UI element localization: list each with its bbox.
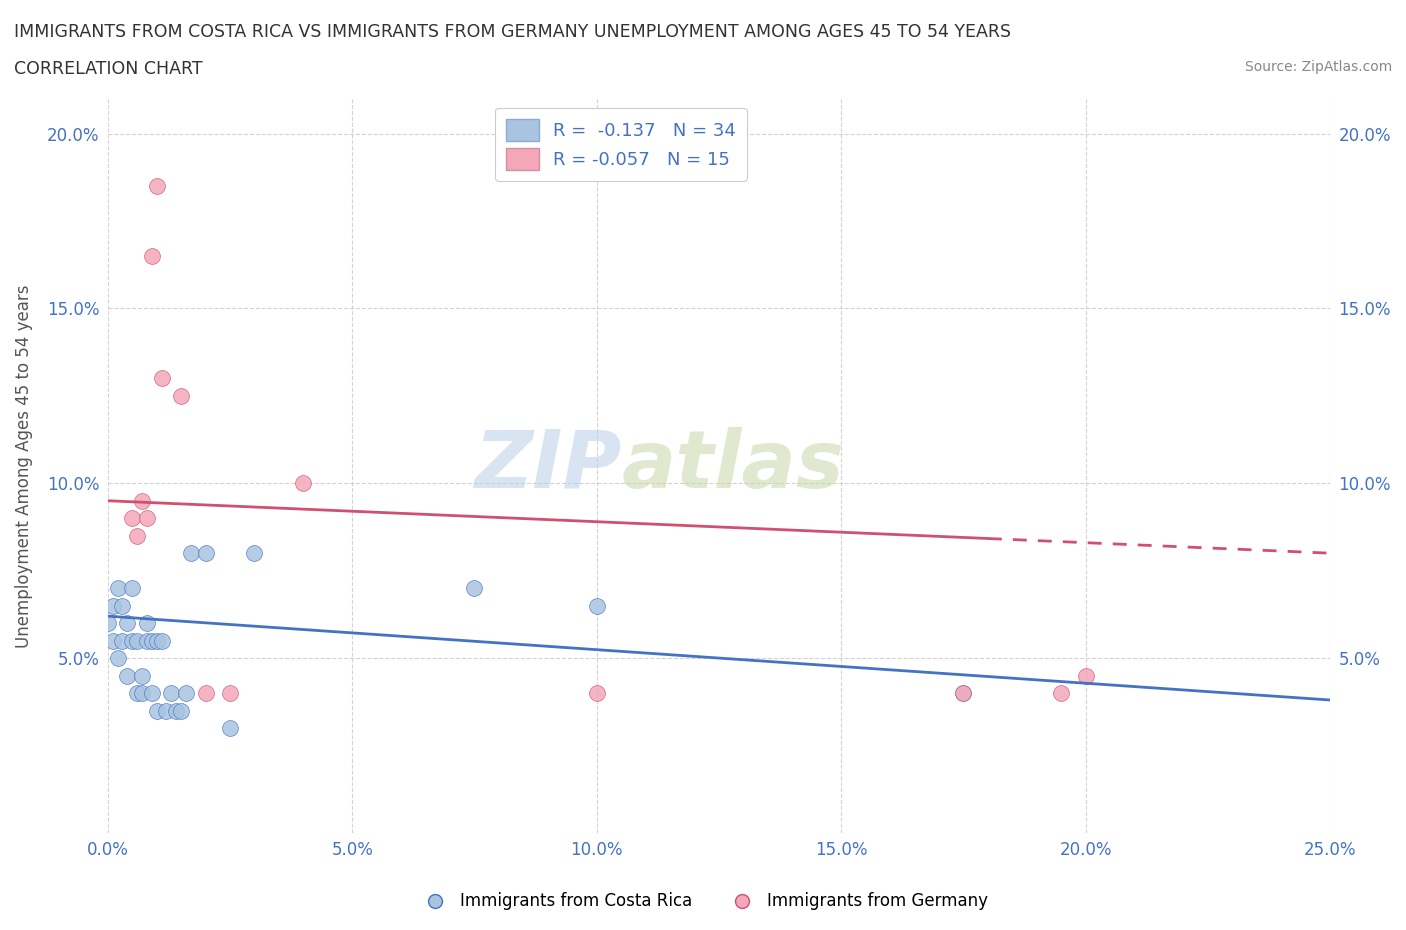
Point bbox=[952, 685, 974, 700]
Point bbox=[463, 580, 485, 595]
Point bbox=[125, 633, 148, 648]
Point bbox=[155, 703, 177, 718]
Point bbox=[292, 476, 315, 491]
Point bbox=[121, 511, 143, 525]
Point bbox=[150, 371, 173, 386]
Point bbox=[117, 668, 139, 683]
Legend: Immigrants from Costa Rica, Immigrants from Germany: Immigrants from Costa Rica, Immigrants f… bbox=[412, 885, 994, 917]
Point bbox=[585, 685, 607, 700]
Point bbox=[585, 598, 607, 613]
Point bbox=[160, 685, 183, 700]
Point bbox=[180, 546, 202, 561]
Point bbox=[165, 703, 187, 718]
Text: Source: ZipAtlas.com: Source: ZipAtlas.com bbox=[1244, 60, 1392, 74]
Y-axis label: Unemployment Among Ages 45 to 54 years: Unemployment Among Ages 45 to 54 years bbox=[15, 284, 32, 647]
Point bbox=[219, 721, 242, 736]
Point bbox=[170, 703, 193, 718]
Point bbox=[174, 685, 197, 700]
Point bbox=[145, 703, 167, 718]
Point bbox=[141, 685, 163, 700]
Point bbox=[131, 668, 153, 683]
Point bbox=[1074, 668, 1097, 683]
Point bbox=[121, 580, 143, 595]
Point bbox=[219, 685, 242, 700]
Point bbox=[121, 633, 143, 648]
Point bbox=[141, 633, 163, 648]
Point bbox=[243, 546, 266, 561]
Point bbox=[125, 528, 148, 543]
Point bbox=[111, 598, 134, 613]
Text: atlas: atlas bbox=[621, 427, 844, 505]
Point bbox=[111, 633, 134, 648]
Point bbox=[131, 493, 153, 508]
Point bbox=[135, 616, 157, 631]
Point bbox=[135, 633, 157, 648]
Point bbox=[135, 511, 157, 525]
Point bbox=[107, 651, 129, 666]
Point bbox=[131, 685, 153, 700]
Point bbox=[141, 248, 163, 263]
Point bbox=[1050, 685, 1073, 700]
Point bbox=[97, 616, 120, 631]
Point bbox=[170, 389, 193, 404]
Point bbox=[194, 546, 217, 561]
Text: ZIP: ZIP bbox=[474, 427, 621, 505]
Text: IMMIGRANTS FROM COSTA RICA VS IMMIGRANTS FROM GERMANY UNEMPLOYMENT AMONG AGES 45: IMMIGRANTS FROM COSTA RICA VS IMMIGRANTS… bbox=[14, 23, 1011, 41]
Point bbox=[125, 685, 148, 700]
Point bbox=[101, 633, 124, 648]
Point bbox=[145, 633, 167, 648]
Point bbox=[145, 179, 167, 193]
Legend: R =  -0.137   N = 34, R = -0.057   N = 15: R = -0.137 N = 34, R = -0.057 N = 15 bbox=[495, 108, 747, 180]
Point bbox=[101, 598, 124, 613]
Point bbox=[952, 685, 974, 700]
Point bbox=[107, 580, 129, 595]
Text: CORRELATION CHART: CORRELATION CHART bbox=[14, 60, 202, 78]
Point bbox=[117, 616, 139, 631]
Point bbox=[194, 685, 217, 700]
Point bbox=[150, 633, 173, 648]
